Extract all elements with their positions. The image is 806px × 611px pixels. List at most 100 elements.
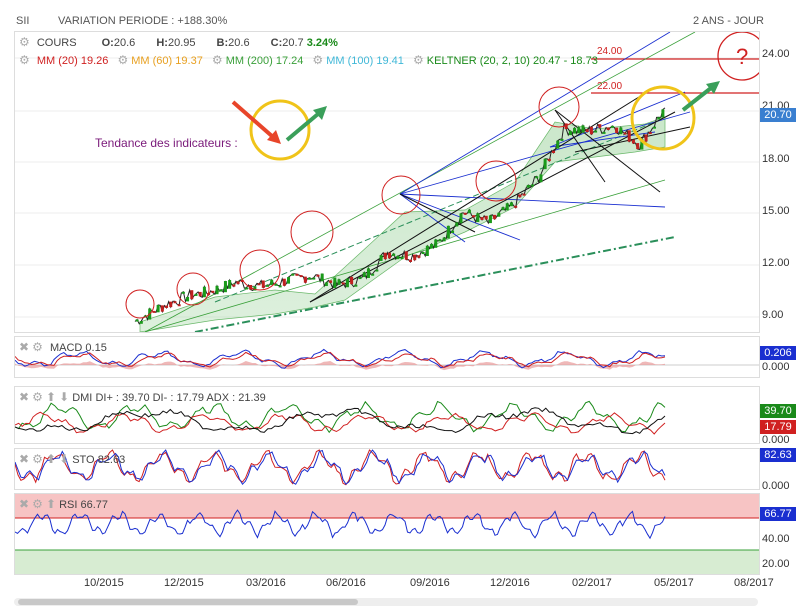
candle — [531, 184, 534, 187]
macd-legend: ✖ ⚙ MACD 0.15 — [19, 340, 107, 354]
high-value: 20.95 — [167, 37, 196, 49]
candle — [627, 130, 631, 142]
close-icon[interactable]: ✖ — [19, 452, 30, 466]
scrollbar-thumb[interactable] — [18, 599, 358, 605]
period-label[interactable]: 2 ANS - JOUR — [693, 15, 764, 27]
candle — [198, 291, 202, 297]
candle — [156, 304, 160, 313]
keltner-band — [139, 116, 666, 332]
move-up-icon[interactable]: ⬆ — [45, 452, 57, 466]
settings-icon[interactable]: ⚙ — [412, 53, 424, 67]
sto-badge: 82.63 — [760, 448, 796, 462]
candle — [257, 283, 261, 286]
candle — [274, 283, 278, 286]
question-circle — [717, 32, 759, 81]
trend-text: Tendance des indicateurs : — [95, 136, 238, 150]
candle — [619, 127, 623, 135]
close-icon[interactable]: ✖ — [19, 497, 30, 511]
candle — [463, 212, 467, 215]
candle — [169, 301, 173, 308]
settings-icon[interactable]: ⚙ — [312, 53, 324, 67]
candle — [295, 273, 299, 276]
move-down-icon[interactable]: ⬇ — [59, 452, 70, 466]
candle — [215, 285, 219, 295]
x-tick: 12/2016 — [490, 577, 530, 589]
candle — [652, 126, 656, 129]
settings-icon[interactable]: ⚙ — [19, 53, 30, 67]
settings-icon[interactable]: ⚙ — [117, 53, 129, 67]
close-icon[interactable]: ✖ — [19, 340, 30, 354]
trend-circle-right — [630, 85, 696, 151]
candle — [190, 290, 194, 300]
settings-icon[interactable]: ⚙ — [32, 390, 43, 404]
candle — [253, 286, 257, 291]
candle — [451, 230, 455, 234]
candle — [631, 139, 635, 144]
settings-icon[interactable]: ⚙ — [32, 340, 43, 354]
cours-label: COURS — [36, 37, 77, 49]
candle — [556, 140, 560, 149]
candle — [387, 252, 391, 259]
rsi-value: 66.77 — [80, 499, 109, 511]
candle — [139, 321, 143, 324]
down-arrow-head — [267, 130, 281, 144]
open-value: 20.6 — [113, 37, 136, 49]
move-down-icon[interactable]: ⬇ — [59, 390, 70, 404]
candle — [316, 274, 320, 277]
candle — [173, 301, 177, 304]
settings-icon[interactable]: ⚙ — [19, 35, 30, 49]
sto-title: STO — [72, 454, 95, 466]
candle — [421, 252, 425, 255]
price-chart: 24.00 22.00 — [15, 32, 759, 332]
candle — [392, 253, 396, 256]
y-tick-15: 15.00 — [762, 205, 790, 217]
candle — [430, 243, 434, 249]
time-scrollbar[interactable] — [14, 598, 758, 606]
move-up-icon[interactable]: ⬆ — [45, 390, 57, 404]
candle — [488, 215, 492, 224]
macd-panel: ✖ ⚙ MACD 0.15 — [14, 336, 760, 378]
dmi-y-tick: 0.000 — [762, 434, 790, 446]
close-icon[interactable]: ✖ — [19, 390, 30, 404]
candle — [366, 268, 370, 278]
candle — [337, 279, 341, 285]
sto-d-line — [15, 449, 666, 486]
candle — [535, 176, 539, 179]
candle — [417, 255, 421, 258]
candle — [186, 296, 190, 302]
mm20-value: 19.26 — [80, 55, 109, 67]
candle — [181, 291, 185, 294]
dmi-chart — [15, 400, 666, 435]
x-tick: 10/2015 — [84, 577, 124, 589]
settings-icon[interactable]: ⚙ — [32, 497, 43, 511]
x-tick: 05/2017 — [654, 577, 694, 589]
mm100-label: MM (100) — [326, 55, 374, 67]
macd-histogram — [15, 361, 665, 371]
candle — [303, 276, 307, 283]
candle — [547, 158, 551, 162]
x-tick: 09/2016 — [410, 577, 450, 589]
candle — [244, 287, 248, 290]
candle — [568, 130, 572, 136]
candle — [472, 215, 476, 218]
mm60-value: 19.37 — [175, 55, 203, 67]
candle — [438, 239, 442, 242]
x-tick: 06/2016 — [326, 577, 366, 589]
low-label: B: — [216, 37, 229, 49]
settings-icon[interactable]: ⚙ — [32, 452, 43, 466]
candle — [615, 127, 619, 133]
move-up-icon[interactable]: ⬆ — [45, 497, 57, 511]
close-change: 3.24% — [306, 37, 338, 49]
dmi-panel: ✖ ⚙ ⬆ ⬇ DMI DI+ : 39.70 DI- : 17.79 ADX … — [14, 386, 760, 444]
candle — [261, 280, 265, 288]
candle — [589, 126, 593, 135]
settings-icon[interactable]: ⚙ — [211, 53, 223, 67]
candle — [165, 305, 169, 308]
high-label: H: — [156, 37, 168, 49]
candle — [324, 282, 328, 287]
candle — [610, 125, 614, 128]
candle — [573, 127, 577, 134]
y-tick-18: 18.00 — [762, 153, 790, 165]
candle — [560, 138, 564, 141]
rsi-legend: ✖ ⚙ ⬆ RSI 66.77 — [19, 497, 108, 511]
